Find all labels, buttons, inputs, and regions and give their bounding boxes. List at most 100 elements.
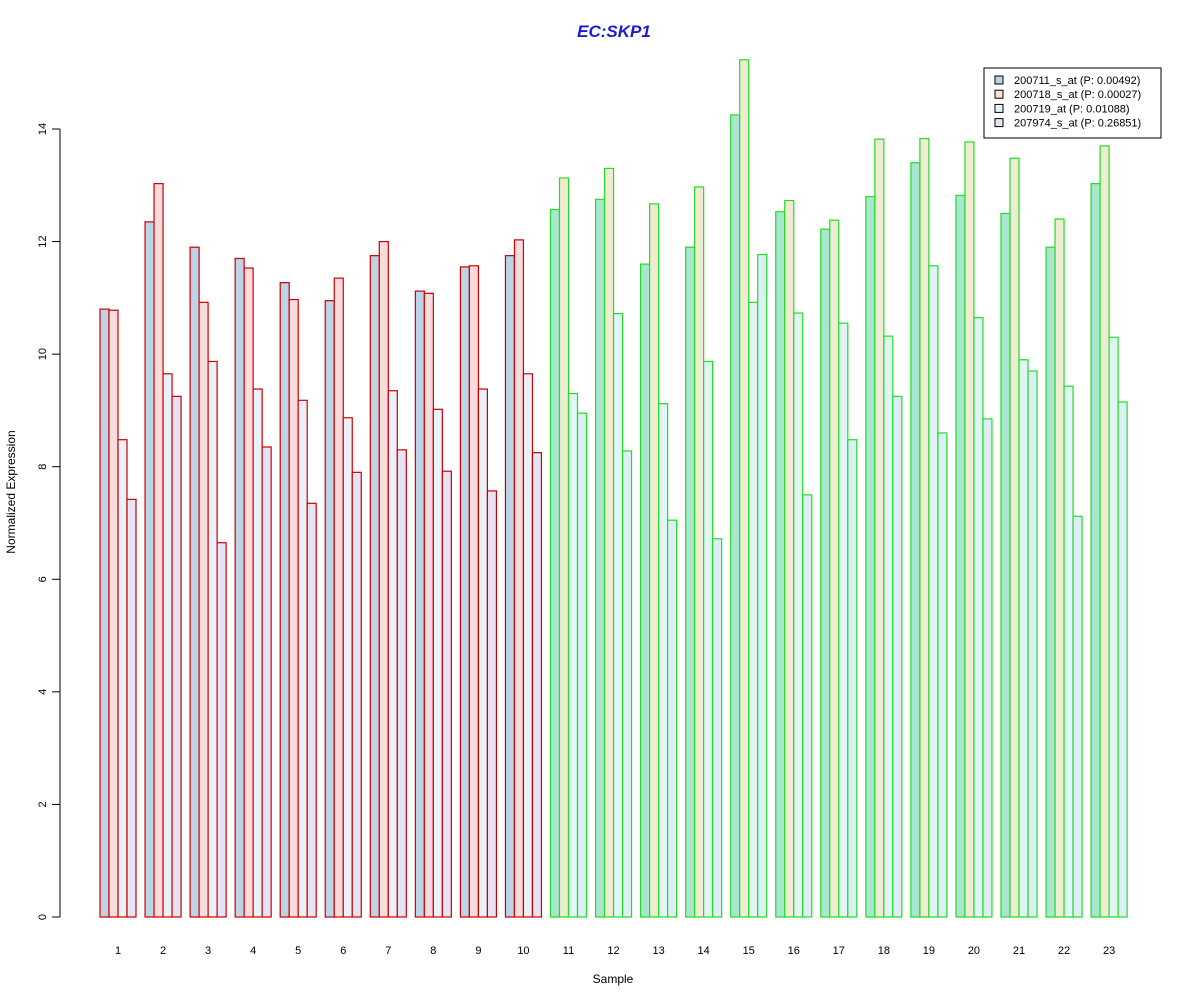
bar	[594, 198, 606, 918]
x-tick-label: 1	[115, 945, 121, 957]
bar	[531, 452, 543, 918]
bar	[522, 373, 534, 918]
x-tick-label: 20	[968, 945, 980, 957]
bar	[126, 498, 137, 918]
x-tick-label: 17	[833, 945, 845, 957]
x-tick-label: 5	[295, 945, 301, 957]
bar	[99, 308, 110, 918]
bar	[153, 183, 164, 918]
bar	[513, 239, 525, 918]
bar	[775, 211, 786, 918]
bar	[207, 360, 218, 918]
x-tick-label: 3	[205, 945, 211, 957]
bar	[1108, 336, 1119, 918]
bar	[1117, 401, 1128, 918]
bar	[252, 388, 263, 918]
x-tick-label: 21	[1013, 945, 1025, 957]
bar	[730, 114, 741, 918]
bar	[1045, 246, 1056, 918]
legend-label: 200719_at (P: 0.01088)	[1014, 103, 1130, 115]
bar	[603, 167, 615, 918]
bar	[558, 177, 570, 918]
bar	[441, 470, 452, 918]
bar	[486, 490, 497, 918]
bar	[1063, 385, 1074, 918]
bar	[657, 403, 669, 918]
y-tick-label: 14	[37, 123, 49, 135]
x-tick-label: 9	[475, 945, 481, 957]
bar	[712, 538, 723, 918]
legend-swatch	[994, 118, 1004, 128]
x-tick-label: 4	[250, 945, 256, 957]
y-axis-label: Normalized Expression	[4, 430, 18, 553]
bar	[162, 373, 173, 918]
bar	[802, 494, 813, 918]
bar	[703, 360, 714, 918]
x-tick-label: 23	[1103, 945, 1115, 957]
legend-swatch	[994, 75, 1004, 85]
bar	[666, 519, 678, 918]
bar	[1009, 157, 1020, 918]
bar	[748, 301, 759, 918]
bar	[757, 253, 768, 918]
y-tick-label: 6	[37, 576, 49, 582]
bar	[576, 412, 588, 918]
bar	[1072, 515, 1083, 918]
x-tick-label: 7	[385, 945, 391, 957]
y-tick-label: 12	[37, 235, 49, 247]
bar	[910, 162, 921, 918]
legend-swatch	[994, 103, 1004, 113]
x-tick-label: 15	[743, 945, 755, 957]
bar	[423, 292, 434, 918]
x-tick-label: 12	[607, 945, 619, 957]
y-tick-label: 10	[37, 348, 49, 360]
legend-box	[983, 67, 1162, 139]
bar	[694, 186, 705, 918]
bar	[306, 502, 317, 918]
bar	[838, 322, 849, 918]
bar	[459, 266, 470, 918]
bar	[982, 418, 993, 918]
x-tick-label: 22	[1058, 945, 1070, 957]
x-tick-label: 2	[160, 945, 166, 957]
bar	[243, 267, 254, 918]
bar	[883, 335, 894, 918]
bar	[648, 203, 660, 918]
bar	[432, 408, 443, 918]
bar	[937, 432, 948, 918]
bar	[1018, 359, 1029, 918]
bar	[378, 240, 389, 918]
x-tick-label: 14	[698, 945, 710, 957]
x-tick-label: 10	[517, 945, 529, 957]
bar	[1090, 183, 1101, 918]
bar	[333, 277, 344, 918]
x-tick-label: 11	[563, 945, 574, 957]
bar	[369, 255, 380, 918]
bar	[892, 395, 903, 918]
bar	[396, 449, 407, 918]
bar	[216, 542, 227, 918]
legend-label: 207974_s_at (P: 0.26851)	[1014, 118, 1141, 130]
bar	[261, 446, 272, 918]
bar	[117, 439, 128, 918]
bar	[351, 471, 362, 918]
bar	[847, 439, 858, 918]
x-axis-label: Sample	[593, 972, 634, 986]
x-tick-label: 6	[340, 945, 346, 957]
bar	[865, 195, 876, 918]
bar	[829, 219, 840, 918]
y-tick-label: 4	[37, 689, 49, 695]
bar	[387, 390, 398, 918]
bar	[1054, 218, 1065, 918]
bar	[793, 312, 804, 918]
x-tick-label: 13	[652, 945, 664, 957]
bar	[108, 309, 119, 918]
bar	[549, 208, 561, 918]
bar	[324, 300, 335, 918]
bar	[468, 265, 479, 918]
x-tick-label: 19	[923, 945, 935, 957]
bar	[234, 257, 245, 918]
bar	[342, 417, 353, 918]
y-tick-label: 0	[37, 914, 49, 920]
